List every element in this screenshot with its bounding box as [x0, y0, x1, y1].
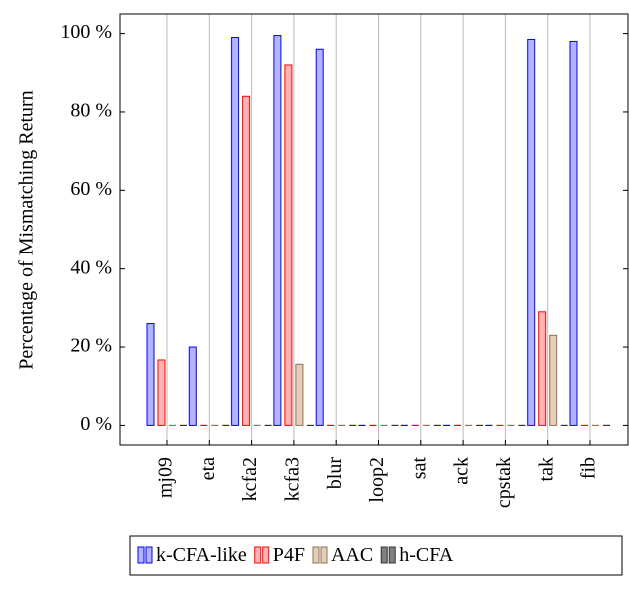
x-tick-label: cpstak: [493, 457, 515, 508]
x-tick-label: kcfa3: [281, 457, 303, 501]
y-tick-label: 0 %: [80, 413, 112, 435]
bar: [549, 334, 558, 426]
plot-frame: [119, 13, 629, 446]
x-tick-label: kcfa2: [239, 457, 261, 501]
legend-swatch: [320, 546, 328, 564]
bar: [157, 359, 166, 426]
legend-label: h-CFA: [399, 544, 454, 566]
bar: [188, 346, 197, 426]
legend-label: AAC: [331, 544, 373, 566]
bar: [315, 48, 324, 426]
legend-swatch: [262, 546, 270, 564]
legend-swatch: [388, 546, 396, 564]
legend-swatch: [254, 546, 262, 564]
y-tick-label: 60 %: [70, 178, 112, 200]
x-tick-label: blur: [324, 457, 346, 490]
y-axis-label: Percentage of Mismatching Return: [16, 90, 38, 369]
y-tick-label: 20 %: [70, 335, 112, 357]
legend-label: P4F: [273, 544, 305, 566]
bar: [146, 323, 155, 426]
legend-swatch: [145, 546, 153, 564]
legend-box: [129, 535, 623, 576]
y-tick-label: 80 %: [70, 100, 112, 122]
legend-label: k-CFA-like: [156, 544, 247, 566]
bar: [569, 40, 578, 426]
y-tick-label: 100 %: [60, 21, 112, 43]
y-tick-label: 40 %: [70, 256, 112, 278]
bar: [527, 38, 536, 426]
legend-swatch: [137, 546, 145, 564]
bar: [295, 363, 304, 426]
bar: [284, 64, 293, 426]
legend-swatch: [380, 546, 388, 564]
x-tick-label: loop2: [366, 457, 388, 503]
x-tick-label: eta: [197, 457, 219, 480]
x-tick-label: tak: [535, 457, 557, 481]
x-tick-label: fib: [578, 457, 600, 479]
x-tick-label: ack: [451, 457, 473, 485]
bar: [242, 95, 251, 426]
bar: [231, 37, 240, 426]
x-tick-label: sat: [408, 457, 430, 480]
bar: [538, 311, 547, 426]
bar: [273, 35, 282, 426]
x-tick-label: mj09: [155, 457, 177, 498]
legend-swatch: [312, 546, 320, 564]
